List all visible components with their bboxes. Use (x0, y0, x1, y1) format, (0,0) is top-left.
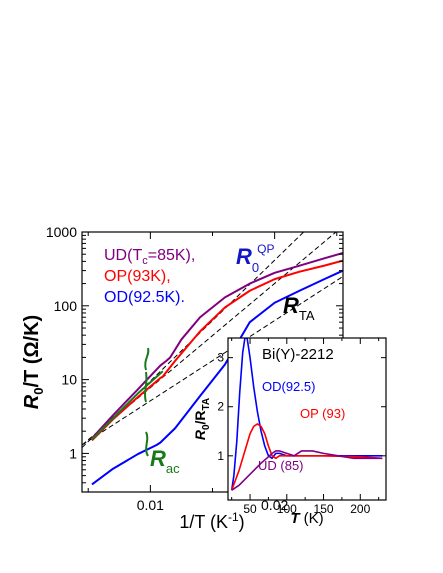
reference-line-rta (82, 276, 343, 446)
y-tick-label: 10 (61, 372, 77, 388)
rac-pointer-lower (144, 371, 148, 403)
x-tick-label: 0.01 (137, 497, 164, 513)
inset-label-od: OD(92.5) (262, 379, 315, 394)
rac-pointer-label (145, 431, 149, 457)
inset-series-line-op-93 (230, 423, 383, 491)
inset-y-ticks: 1 2 3 (217, 351, 386, 463)
inset-x-tick-label: 50 (243, 502, 257, 516)
inset-x-tick-label: 200 (350, 502, 370, 516)
inset-series (230, 338, 383, 491)
inset-series-line-ud-85 (231, 450, 383, 491)
main-series (91, 251, 343, 486)
inset-title: Bi(Y)-2212 (262, 346, 334, 363)
series-line-ud-tc-85k (91, 251, 343, 440)
legend: UD(Tc=85K), OP(93K), OD(92.5K). (104, 247, 195, 306)
inset-x-tick-label: 150 (314, 502, 334, 516)
inset-x-axis-label: T (K) (290, 510, 323, 527)
y-tick-label: 1 (69, 445, 77, 461)
main-x-axis-label: 1/T (K-1) (179, 510, 244, 532)
series-line-r-ac (91, 370, 164, 441)
inset-label-ud: UD (85) (258, 458, 304, 473)
inset-panel: 123 50 100 150 200 Bi(Y)-2212 R0/RTA T (K) … (192, 337, 387, 527)
legend-od: OD(92.5K). (104, 289, 185, 306)
inset-x-ticks: 50 100 150 200 (231, 338, 380, 516)
rac-pointer-upper (144, 347, 150, 371)
inset-x-tick-label: 100 (277, 502, 297, 516)
main-x-ticks: 0.01 0.02 (87, 232, 338, 513)
rac-annotation: Rac (150, 446, 180, 476)
r0qp-annotation: R0QP (236, 242, 274, 275)
y-tick-label: 100 (54, 298, 78, 314)
inset-y-tick-label: 1 (217, 449, 224, 463)
inset-background (228, 338, 386, 500)
main-y-axis-label: R0/T (Ω/K) (21, 315, 46, 409)
series-line-op-93k (91, 259, 343, 442)
y-tick-label: 1000 (46, 224, 77, 240)
inset-y-tick-label: 2 (217, 400, 224, 414)
inset-y-tick-label: 3 (217, 351, 224, 365)
main-panel: 1 10 100 1000 0.01 0.02 R0/T (Ω/K) 1/T (K-1)… (21, 224, 344, 532)
legend-op: OP(93K), (104, 268, 171, 285)
series-line-od-92-5k (91, 269, 343, 486)
inset-label-op: OP (93) (300, 406, 345, 421)
inset-plot-frame (227, 337, 387, 501)
inset-y-axis-label: R0/RTA (192, 398, 212, 440)
legend-ud: UD(Tc=85K), (104, 247, 195, 267)
x-tick-label: 0.02 (261, 497, 288, 513)
rta-annotation: RTA (283, 293, 315, 323)
